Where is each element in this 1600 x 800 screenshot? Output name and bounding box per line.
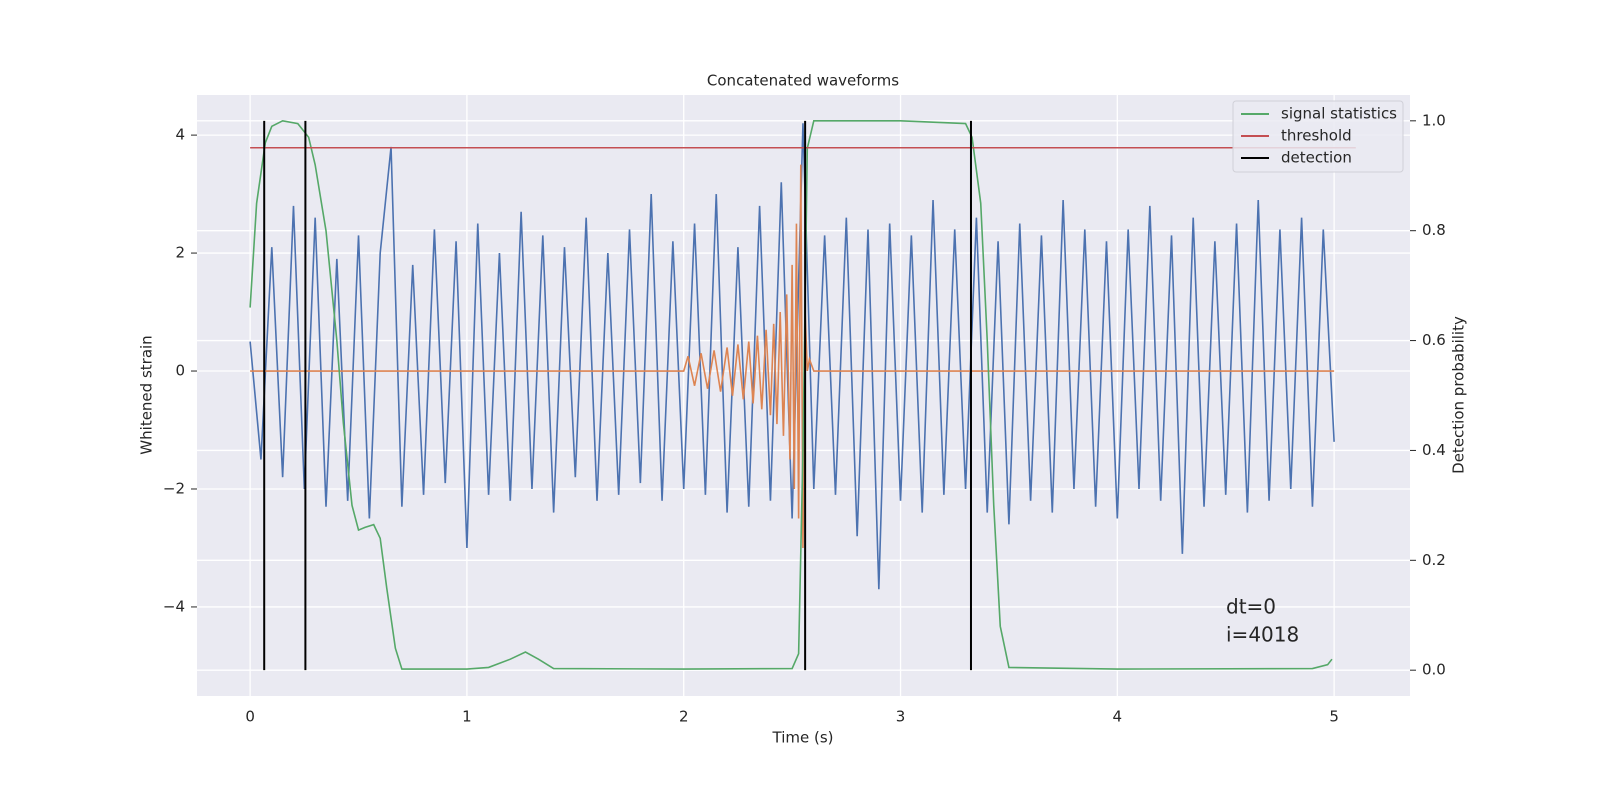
x-tick-label: 1 bbox=[462, 708, 472, 726]
y2-axis-label: Detection probability bbox=[1450, 316, 1468, 474]
y2-tick-label: 0.8 bbox=[1422, 221, 1446, 239]
y2-tick-label: 0.4 bbox=[1422, 441, 1446, 459]
legend-box bbox=[1232, 100, 1404, 173]
x-tick-label: 4 bbox=[1113, 708, 1123, 726]
y-tick-label: −2 bbox=[163, 479, 185, 497]
legend-label: signal statistics bbox=[1281, 105, 1397, 123]
y-tick-label: −4 bbox=[163, 597, 185, 615]
y-axis-label: Whitened strain bbox=[138, 335, 156, 454]
series-line bbox=[249, 119, 1333, 670]
y2-tick-label: 1.0 bbox=[1422, 111, 1446, 129]
y2-tick-label: 0.2 bbox=[1422, 551, 1446, 569]
legend-label: detection bbox=[1281, 149, 1352, 167]
x-tick-label: 2 bbox=[679, 708, 689, 726]
y-tick-label: 0 bbox=[175, 362, 185, 380]
y2-tick-label: 0.6 bbox=[1422, 331, 1446, 349]
series-line bbox=[250, 164, 1335, 548]
x-tick-label: 3 bbox=[896, 708, 906, 726]
x-tick-label: 0 bbox=[245, 708, 255, 726]
y-tick-label: 4 bbox=[175, 126, 185, 144]
y-tick-label: 2 bbox=[175, 244, 185, 262]
x-axis-label: Time (s) bbox=[772, 729, 834, 747]
marks bbox=[249, 119, 1356, 671]
x-tick-label: 5 bbox=[1329, 708, 1339, 726]
annotation: dt=0 bbox=[1226, 595, 1276, 619]
series-line bbox=[249, 123, 1335, 590]
y2-tick-label: 0.0 bbox=[1422, 661, 1446, 679]
legend: signal statistics threshold detection bbox=[1232, 100, 1404, 173]
legend-label: threshold bbox=[1281, 127, 1352, 145]
annotation: i=4018 bbox=[1226, 623, 1299, 647]
chart-title: Concatenated waveforms bbox=[707, 72, 899, 90]
